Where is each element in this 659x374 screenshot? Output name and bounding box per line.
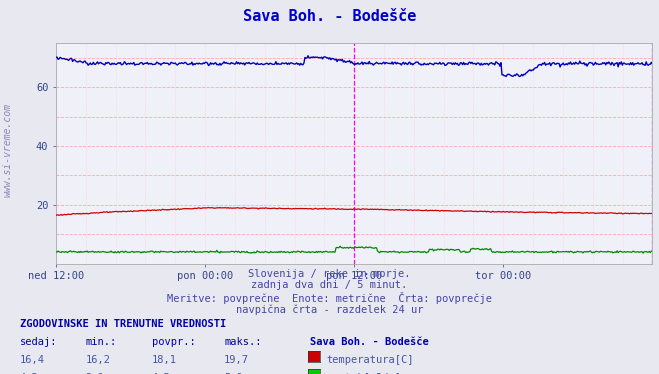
Text: temperatura[C]: temperatura[C] bbox=[326, 355, 414, 365]
Text: 3,9: 3,9 bbox=[86, 373, 104, 374]
Text: Sava Boh. - Bodešče: Sava Boh. - Bodešče bbox=[243, 9, 416, 24]
Text: Slovenija / reke in morje.: Slovenija / reke in morje. bbox=[248, 269, 411, 279]
Text: povpr.:: povpr.: bbox=[152, 337, 195, 347]
Text: 19,7: 19,7 bbox=[224, 355, 249, 365]
Text: navpična črta - razdelek 24 ur: navpična črta - razdelek 24 ur bbox=[236, 304, 423, 315]
Text: 4,5: 4,5 bbox=[152, 373, 170, 374]
Text: 5,9: 5,9 bbox=[224, 373, 243, 374]
Text: pretok[m3/s]: pretok[m3/s] bbox=[326, 373, 401, 374]
Text: 4,3: 4,3 bbox=[20, 373, 38, 374]
Text: maks.:: maks.: bbox=[224, 337, 262, 347]
Text: www.si-vreme.com: www.si-vreme.com bbox=[3, 102, 13, 197]
Text: min.:: min.: bbox=[86, 337, 117, 347]
Text: sedaj:: sedaj: bbox=[20, 337, 57, 347]
Text: zadnja dva dni / 5 minut.: zadnja dva dni / 5 minut. bbox=[251, 280, 408, 291]
Text: Sava Boh. - Bodešče: Sava Boh. - Bodešče bbox=[310, 337, 428, 347]
Text: 16,2: 16,2 bbox=[86, 355, 111, 365]
Text: ZGODOVINSKE IN TRENUTNE VREDNOSTI: ZGODOVINSKE IN TRENUTNE VREDNOSTI bbox=[20, 319, 226, 329]
Text: 18,1: 18,1 bbox=[152, 355, 177, 365]
Text: Meritve: povprečne  Enote: metrične  Črta: povprečje: Meritve: povprečne Enote: metrične Črta:… bbox=[167, 292, 492, 304]
Text: 16,4: 16,4 bbox=[20, 355, 45, 365]
